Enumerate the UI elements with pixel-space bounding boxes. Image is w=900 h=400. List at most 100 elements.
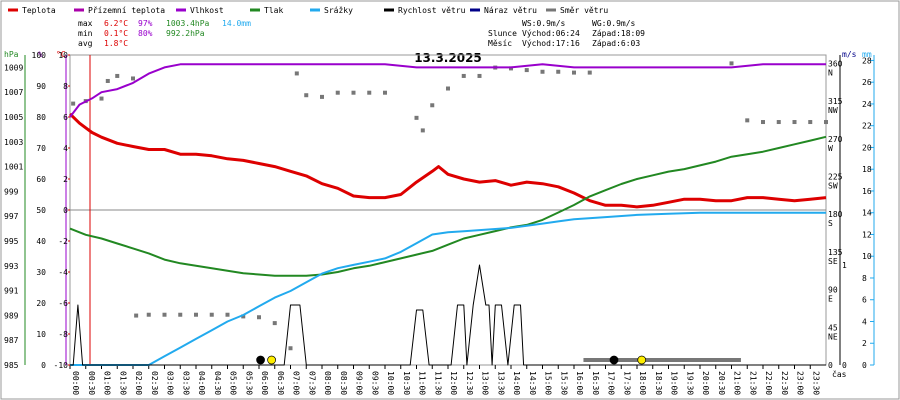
wind-direction-point	[745, 118, 750, 123]
x-tick-label: 23:00	[796, 371, 805, 395]
stat-max-rain: 14.0mm	[222, 19, 251, 28]
mm-tick-label: 24	[862, 100, 872, 109]
mm-tick-label: 8	[862, 274, 867, 283]
wind-direction-point	[304, 93, 309, 98]
ms-tick-label: 0	[842, 361, 847, 370]
sunset-dot	[637, 355, 647, 365]
wind-direction-point	[524, 68, 529, 73]
dir-tick-compass: NE	[828, 332, 838, 341]
mm-tick-label: 18	[862, 165, 872, 174]
legend-label: Přízemní teplota	[88, 6, 165, 15]
legend-label: Rychlost větru	[398, 6, 466, 15]
c-tick-label: -8	[58, 330, 68, 339]
hpa-tick-label: 1005	[4, 113, 23, 122]
ms-tick-label: 1	[842, 261, 847, 270]
hpa-tick-label: 997	[4, 212, 19, 221]
x-axis-label: čas	[832, 369, 847, 379]
info-sun-label: Slunce	[488, 29, 517, 38]
mm-tick-label: 6	[862, 296, 867, 305]
series-tlak	[69, 135, 827, 277]
pct-tick-label: 100	[32, 51, 47, 60]
legend-label: Tlak	[264, 6, 283, 15]
x-tick-label: 01:30	[118, 371, 127, 395]
wind-direction-point	[134, 313, 139, 318]
info-moonrise: Východ:17:16	[522, 39, 580, 48]
wind-direction-point	[162, 312, 167, 317]
mm-tick-label: 2	[862, 339, 867, 348]
x-tick-label: 18:30	[654, 371, 663, 395]
stat-min-temp: 0.1°C	[104, 29, 128, 38]
x-tick-label: 20:30	[717, 371, 726, 395]
x-tick-label: 08:00	[323, 371, 332, 395]
x-tick-label: 06:00	[260, 371, 269, 395]
c-tick-label: 2	[63, 175, 68, 184]
wind-direction-point	[241, 314, 246, 319]
hpa-tick-label: 987	[4, 336, 19, 345]
c-tick-label: 4	[63, 144, 68, 153]
info-moon-label: Měsíc	[488, 39, 512, 48]
pct-tick-label: 80	[36, 113, 46, 122]
moonset-dot	[256, 355, 265, 365]
hpa-tick-label: 1009	[4, 63, 23, 72]
legend-label: Směr větru	[560, 6, 608, 15]
hpa-tick-label: 1001	[4, 163, 23, 172]
wind-direction-point	[824, 120, 828, 125]
series-srážky	[70, 211, 826, 366]
x-tick-label: 08:30	[339, 371, 348, 395]
wind-direction-point	[146, 312, 151, 317]
x-tick-label: 12:00	[449, 371, 458, 395]
pct-tick-label: 50	[36, 206, 46, 215]
hpa-tick-label: 991	[4, 287, 19, 296]
hpa-tick-label: 1007	[4, 88, 23, 97]
x-tick-label: 09:30	[370, 371, 379, 395]
c-tick-label: -4	[58, 268, 68, 277]
dir-tick-compass: SW	[828, 181, 838, 190]
wind-direction-point	[420, 128, 425, 133]
wind-direction-point	[540, 69, 545, 74]
x-tick-label: 17:00	[607, 371, 616, 395]
wind-direction-point	[430, 103, 435, 108]
wind-direction-point	[792, 120, 797, 125]
mm-tick-label: 16	[862, 187, 872, 196]
wind-direction-point	[808, 120, 813, 125]
x-tick-label: 15:30	[559, 371, 568, 395]
pct-tick-label: 30	[36, 268, 46, 277]
pct-tick-label: 40	[36, 237, 46, 246]
x-tick-label: 03:00	[166, 371, 175, 395]
x-tick-label: 22:30	[780, 371, 789, 395]
mm-tick-label: 28	[862, 56, 872, 65]
wind-direction-point	[729, 61, 734, 66]
wind-direction-point	[99, 96, 104, 101]
series-teplota	[68, 112, 827, 209]
mm-tick-label: 0	[862, 361, 867, 370]
legend-label: Náraz větru	[484, 6, 537, 15]
dir-tick-compass: E	[828, 295, 833, 304]
wind-direction-point	[194, 312, 198, 317]
dir-tick-label: 45	[828, 323, 838, 332]
x-tick-label: 13:30	[496, 371, 505, 395]
dir-tick-label: 135	[828, 248, 843, 257]
dir-tick-compass: NW	[828, 106, 838, 115]
x-tick-label: 13:00	[481, 371, 490, 395]
x-tick-label: 11:00	[418, 371, 427, 395]
wind-direction-point	[131, 76, 135, 81]
info-ws: WS:0.9m/s	[522, 19, 566, 28]
info-sunset: Západ:18:09	[592, 29, 645, 38]
x-tick-label: 16:00	[575, 371, 584, 395]
dir-tick-compass: N	[828, 68, 833, 77]
dir-tick-label: 90	[828, 286, 838, 295]
x-tick-label: 21:30	[748, 371, 757, 395]
plot-area	[68, 61, 828, 366]
x-tick-label: 07:30	[307, 371, 316, 395]
mm-tick-label: 26	[862, 78, 872, 87]
wind-direction-point	[288, 346, 293, 351]
unit-c: °C	[56, 50, 66, 59]
wind-direction-point	[272, 321, 277, 326]
stat-avg-temp: 1.8°C	[104, 39, 128, 48]
x-tick-label: 01:00	[103, 371, 112, 395]
hpa-tick-label: 999	[4, 187, 19, 196]
wind-direction-point	[71, 101, 76, 106]
x-tick-label: 15:00	[544, 371, 553, 395]
x-tick-label: 19:30	[685, 371, 694, 395]
x-tick-label: 10:30	[402, 371, 411, 395]
